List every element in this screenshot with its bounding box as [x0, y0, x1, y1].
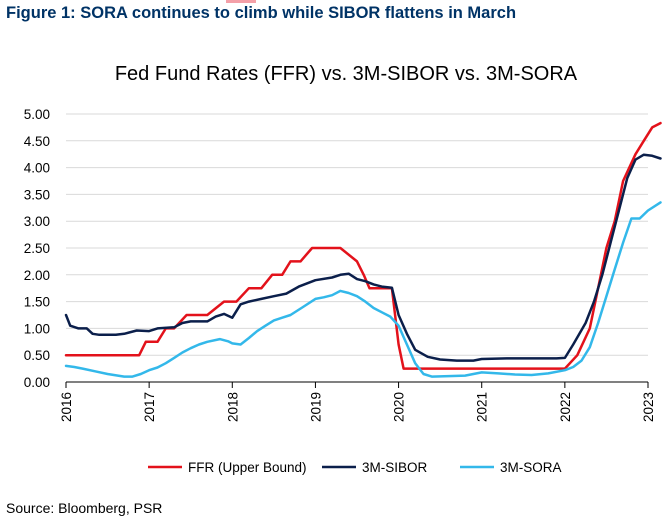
x-tick-label: 2020 — [392, 392, 407, 422]
y-tick-label: 4.50 — [24, 134, 50, 149]
series-line — [64, 201, 662, 378]
x-tick-label: 2023 — [641, 392, 656, 422]
x-tick-label: 2018 — [225, 392, 240, 422]
y-tick-label: 4.00 — [24, 161, 50, 176]
source-note: Source: Bloomberg, PSR — [6, 500, 163, 516]
x-tick-label: 2019 — [308, 392, 323, 422]
x-tick-label: 2016 — [59, 392, 74, 422]
x-tick-label: 2021 — [475, 392, 490, 422]
legend-label: 3M-SIBOR — [362, 460, 428, 475]
x-tick-label: 2022 — [558, 392, 573, 422]
legend-label: 3M-SORA — [500, 460, 562, 475]
chart-title: Fed Fund Rates (FFR) vs. 3M-SIBOR vs. 3M… — [115, 63, 578, 85]
series-lines — [64, 121, 662, 378]
legend-label: FFR (Upper Bound) — [188, 460, 307, 475]
y-tick-label: 5.00 — [24, 107, 50, 122]
series-line — [64, 153, 662, 362]
gridlines — [66, 113, 648, 356]
y-tick-label: 3.00 — [24, 214, 50, 229]
series-line — [64, 121, 662, 370]
y-axis-ticks: 0.00 0.50 1.00 1.50 2.00 2.50 3.00 3.50 4.00 4.50… — [24, 107, 50, 390]
x-tick-label: 2017 — [142, 392, 157, 422]
figure-heading: Figure 1: SORA continues to climb while … — [6, 4, 517, 22]
x-axis: 2016 2017 2018 2019 2020 2021 2022 2023 — [59, 381, 656, 422]
legend: FFR (Upper Bound) 3M-SIBOR 3M-SORA — [148, 460, 562, 475]
y-tick-label: 3.50 — [24, 187, 50, 202]
accent-mark — [226, 0, 256, 3]
y-tick-label: 2.50 — [24, 241, 50, 256]
y-tick-label: 0.00 — [24, 375, 50, 390]
y-tick-label: 0.50 — [24, 348, 50, 363]
y-tick-label: 1.50 — [24, 295, 50, 310]
y-tick-label: 2.00 — [24, 268, 50, 283]
y-tick-label: 1.00 — [24, 321, 50, 336]
